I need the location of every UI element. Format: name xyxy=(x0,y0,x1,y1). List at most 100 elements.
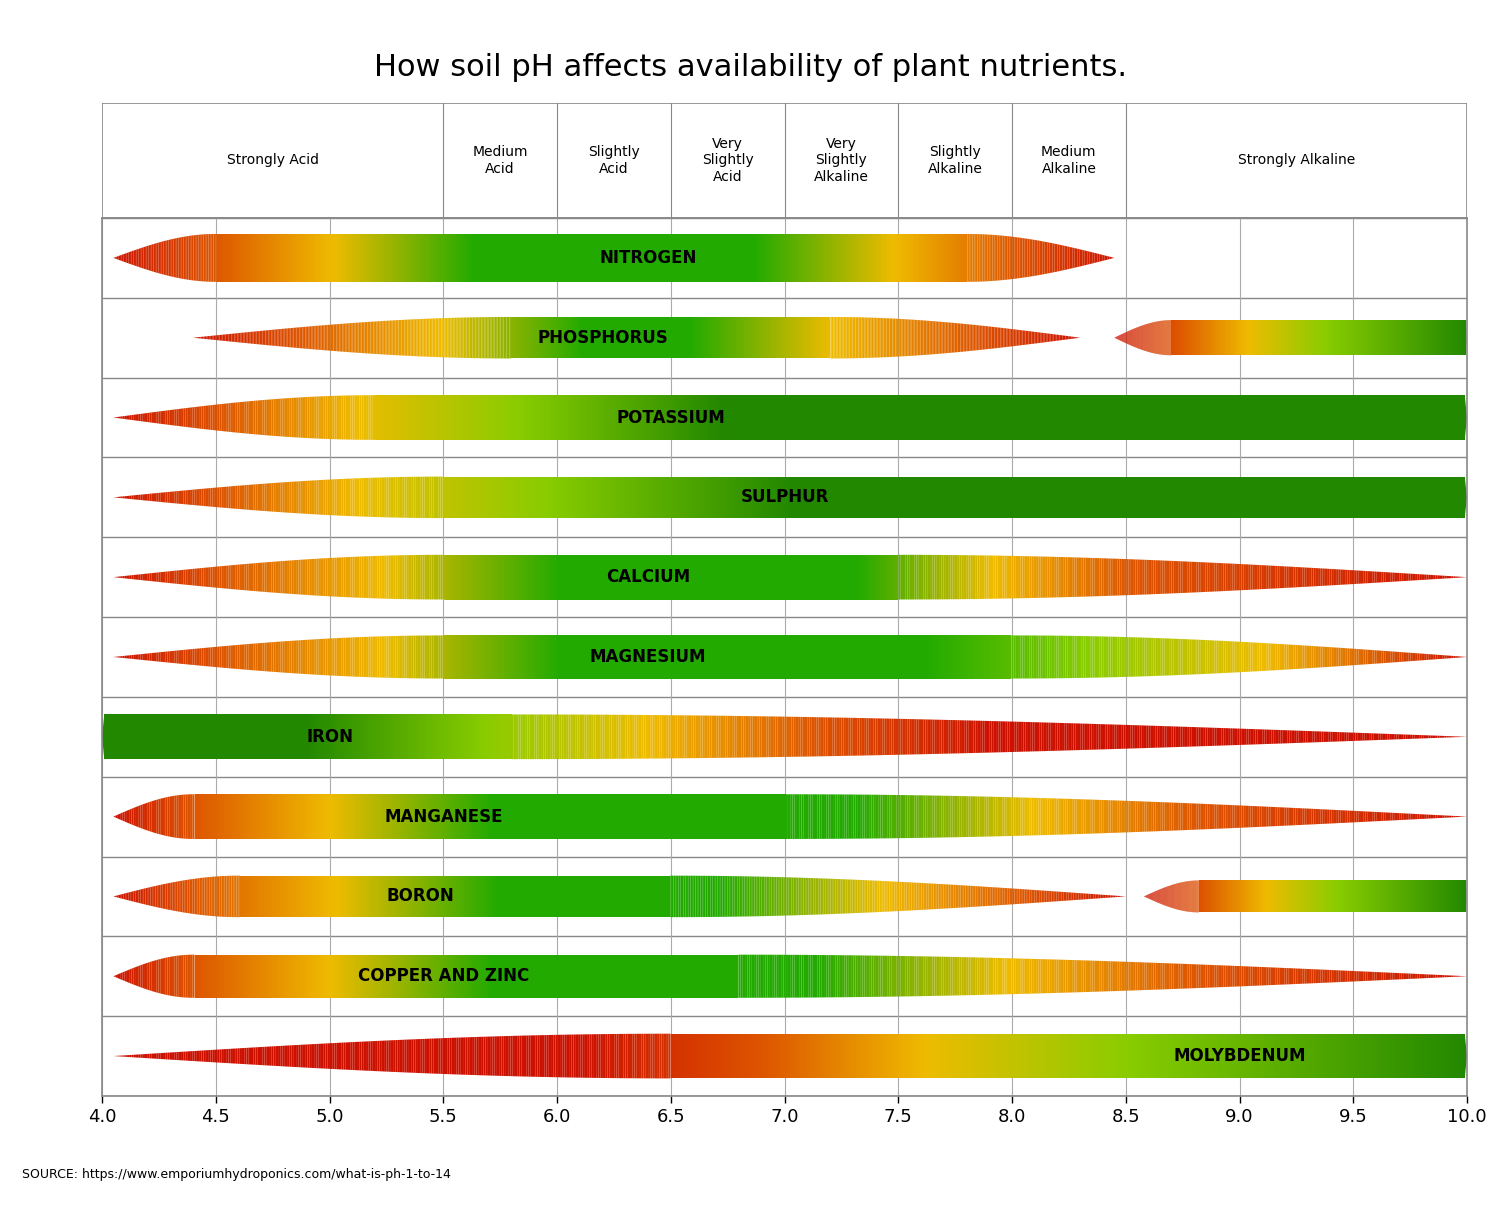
Polygon shape xyxy=(132,655,134,659)
Polygon shape xyxy=(963,234,964,282)
Polygon shape xyxy=(567,234,568,282)
Polygon shape xyxy=(596,477,598,518)
Polygon shape xyxy=(768,555,770,599)
Polygon shape xyxy=(586,477,590,518)
Polygon shape xyxy=(1382,1034,1383,1078)
Polygon shape xyxy=(128,714,129,759)
Polygon shape xyxy=(1176,638,1178,676)
Polygon shape xyxy=(234,234,236,282)
Polygon shape xyxy=(633,794,634,839)
Polygon shape xyxy=(506,234,507,282)
Polygon shape xyxy=(770,1034,772,1078)
Polygon shape xyxy=(772,717,776,757)
Polygon shape xyxy=(400,477,402,517)
Polygon shape xyxy=(453,714,454,759)
Polygon shape xyxy=(286,794,290,839)
Polygon shape xyxy=(298,234,300,282)
Polygon shape xyxy=(483,395,486,440)
Polygon shape xyxy=(852,234,853,282)
Polygon shape xyxy=(432,234,433,282)
Polygon shape xyxy=(687,716,688,758)
Polygon shape xyxy=(768,395,770,440)
Polygon shape xyxy=(1306,969,1310,983)
Polygon shape xyxy=(486,1037,488,1075)
Polygon shape xyxy=(898,719,900,754)
Polygon shape xyxy=(722,716,723,758)
Polygon shape xyxy=(716,954,718,998)
Polygon shape xyxy=(1185,395,1188,440)
Polygon shape xyxy=(309,714,312,759)
Polygon shape xyxy=(178,794,182,838)
Polygon shape xyxy=(651,234,652,282)
Polygon shape xyxy=(696,477,698,518)
Polygon shape xyxy=(1377,650,1378,664)
Polygon shape xyxy=(1024,798,1028,836)
Polygon shape xyxy=(1158,638,1160,676)
Polygon shape xyxy=(1185,1034,1188,1078)
Polygon shape xyxy=(904,234,906,282)
Polygon shape xyxy=(815,555,818,599)
Polygon shape xyxy=(1064,636,1065,678)
Polygon shape xyxy=(1386,652,1388,662)
Polygon shape xyxy=(868,234,871,282)
Polygon shape xyxy=(1065,893,1066,901)
Polygon shape xyxy=(603,395,604,440)
Polygon shape xyxy=(846,234,847,282)
Polygon shape xyxy=(532,954,536,998)
Polygon shape xyxy=(351,234,352,282)
Polygon shape xyxy=(573,395,576,440)
Polygon shape xyxy=(1248,966,1251,986)
Polygon shape xyxy=(871,395,873,440)
Polygon shape xyxy=(1078,557,1082,597)
Polygon shape xyxy=(528,794,531,839)
Polygon shape xyxy=(326,714,327,759)
Polygon shape xyxy=(698,636,700,678)
Polygon shape xyxy=(1288,477,1292,518)
Polygon shape xyxy=(1242,729,1244,745)
Polygon shape xyxy=(1074,477,1077,518)
Polygon shape xyxy=(432,954,433,998)
Polygon shape xyxy=(183,650,186,664)
Polygon shape xyxy=(327,876,330,917)
Polygon shape xyxy=(778,954,782,998)
Polygon shape xyxy=(1150,802,1154,832)
Polygon shape xyxy=(1418,653,1419,661)
Polygon shape xyxy=(1293,1034,1296,1078)
Polygon shape xyxy=(192,407,195,427)
Polygon shape xyxy=(764,794,765,839)
Polygon shape xyxy=(886,882,888,912)
Polygon shape xyxy=(1384,734,1388,740)
Polygon shape xyxy=(117,256,118,259)
Polygon shape xyxy=(262,794,264,839)
Polygon shape xyxy=(1323,731,1326,742)
Polygon shape xyxy=(1083,477,1086,518)
Polygon shape xyxy=(402,794,405,839)
Polygon shape xyxy=(638,794,639,839)
Polygon shape xyxy=(236,1049,237,1063)
Polygon shape xyxy=(782,954,783,998)
Polygon shape xyxy=(604,876,606,917)
Polygon shape xyxy=(984,958,987,994)
Polygon shape xyxy=(585,954,586,998)
Polygon shape xyxy=(1202,1034,1203,1078)
Polygon shape xyxy=(564,794,567,839)
Polygon shape xyxy=(1440,975,1442,977)
Polygon shape xyxy=(970,556,974,599)
Polygon shape xyxy=(621,714,622,759)
Polygon shape xyxy=(1092,395,1095,440)
Polygon shape xyxy=(1137,963,1140,991)
Polygon shape xyxy=(815,636,818,678)
Polygon shape xyxy=(195,235,196,281)
Polygon shape xyxy=(328,234,330,282)
Polygon shape xyxy=(522,954,524,998)
Polygon shape xyxy=(656,954,657,998)
Polygon shape xyxy=(544,477,546,518)
Polygon shape xyxy=(804,477,806,518)
Polygon shape xyxy=(189,236,190,280)
Polygon shape xyxy=(1347,1034,1350,1078)
Polygon shape xyxy=(268,642,272,672)
Polygon shape xyxy=(476,714,477,759)
Polygon shape xyxy=(1070,723,1071,751)
Polygon shape xyxy=(1342,648,1346,666)
Polygon shape xyxy=(1364,971,1365,981)
